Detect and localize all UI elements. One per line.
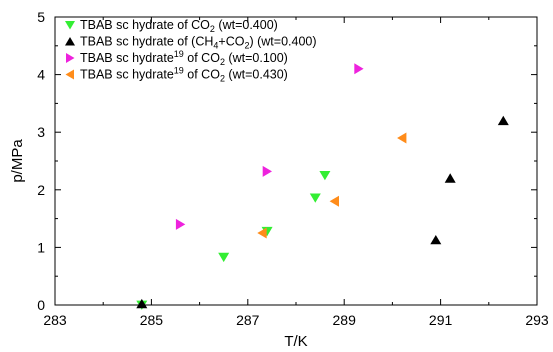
data-point-series-4 bbox=[257, 227, 267, 239]
y-tick-label: 3 bbox=[37, 124, 45, 140]
data-point-series-2 bbox=[430, 235, 442, 245]
legend-label-part: TBAB sc hydrate of (CH bbox=[80, 35, 213, 49]
y-tick-label: 0 bbox=[37, 297, 45, 313]
legend-label-part: +CO bbox=[218, 35, 244, 49]
data-point-series-1 bbox=[309, 193, 321, 203]
legend-label-series-3: TBAB sc hydrate19 of CO2 (wt=0.100) bbox=[80, 49, 288, 67]
axis-ticks bbox=[54, 16, 538, 306]
legend-marker-series-4 bbox=[65, 69, 74, 80]
data-point-series-4 bbox=[329, 195, 339, 207]
legend-label-part: (wt=0.100) bbox=[225, 51, 288, 65]
data-point-series-3 bbox=[354, 63, 364, 75]
legend-marker-series-2 bbox=[65, 37, 75, 46]
legend-label-part: 19 bbox=[174, 49, 184, 59]
legend-label-part: (wt=0.400) bbox=[215, 18, 278, 32]
y-tick-label: 2 bbox=[37, 182, 45, 198]
legend-label-part: of CO bbox=[184, 51, 220, 65]
y-tick-label: 4 bbox=[37, 67, 45, 83]
x-tick-label: 285 bbox=[140, 312, 164, 328]
data-points bbox=[136, 63, 509, 310]
x-tick-label: 291 bbox=[429, 312, 453, 328]
x-tick-label: 283 bbox=[43, 312, 67, 328]
data-point-series-3 bbox=[175, 218, 186, 230]
x-axis-title: T/K bbox=[284, 333, 307, 350]
tick-labels: 283 285 287 289 291 293 0 1 2 3 4 5 bbox=[37, 9, 549, 328]
x-tick-label: 289 bbox=[333, 312, 357, 328]
legend-label-part: 4 bbox=[213, 41, 218, 51]
y-axis-title: p/MPa bbox=[9, 139, 26, 183]
data-point-series-3 bbox=[262, 165, 272, 177]
legend-label-part: 2 bbox=[244, 41, 249, 51]
y-tick-label: 5 bbox=[37, 9, 45, 25]
legend-label-part: TBAB sc hydrate bbox=[80, 51, 174, 65]
legend-label-part: 2 bbox=[210, 24, 215, 34]
legend-marker-series-3 bbox=[66, 53, 75, 63]
legend-label-series-1: TBAB sc hydrate of CO2 (wt=0.400) bbox=[80, 18, 278, 34]
data-point-series-2 bbox=[136, 298, 148, 309]
legend-label-part: 2 bbox=[220, 74, 225, 84]
legend-marker-series-1 bbox=[65, 21, 75, 30]
data-point-series-2 bbox=[444, 173, 456, 183]
x-tick-label: 287 bbox=[236, 312, 260, 328]
legend-label-part: of CO bbox=[184, 68, 220, 82]
data-point-series-4 bbox=[397, 132, 407, 144]
legend-label-series-4: TBAB sc hydrate19 of CO2 (wt=0.430) bbox=[80, 66, 288, 84]
data-point-series-1 bbox=[218, 252, 230, 263]
legend-label-part: 19 bbox=[174, 66, 184, 76]
y-tick-label: 1 bbox=[37, 239, 45, 255]
data-point-series-2 bbox=[497, 115, 509, 126]
legend-label-series-2: TBAB sc hydrate of (CH4+CO2) (wt=0.400) bbox=[80, 35, 317, 51]
x-tick-label: 293 bbox=[525, 312, 549, 328]
legend-label-part: TBAB sc hydrate of CO bbox=[80, 18, 210, 32]
legend-label-part: ) (wt=0.400) bbox=[249, 35, 316, 49]
legend: TBAB sc hydrate of CO2 (wt=0.400)TBAB sc… bbox=[65, 18, 317, 84]
legend-label-part: TBAB sc hydrate bbox=[80, 68, 174, 82]
legend-label-part: (wt=0.430) bbox=[225, 68, 288, 82]
data-point-series-1 bbox=[319, 171, 331, 181]
legend-label-part: 2 bbox=[220, 57, 225, 67]
